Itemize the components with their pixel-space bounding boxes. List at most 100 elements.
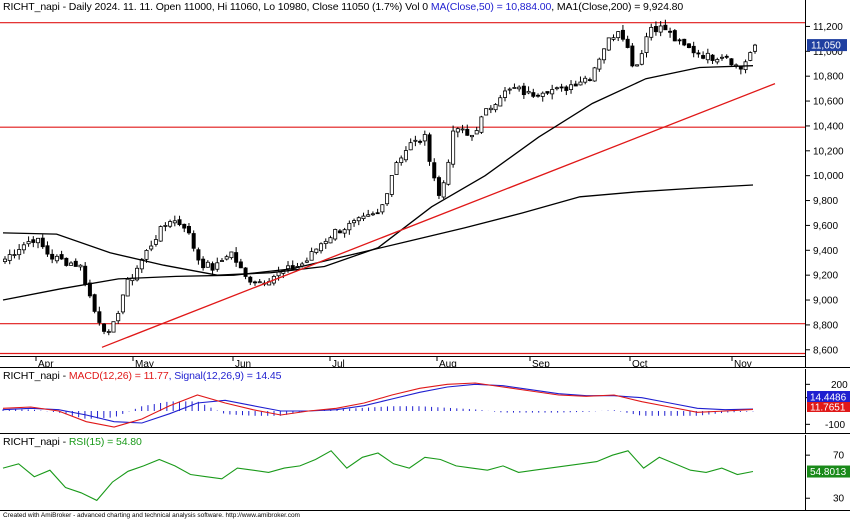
candle-body: [649, 26, 654, 38]
candle-body: [597, 58, 602, 70]
candle-body: [540, 92, 545, 97]
last-price-tag: 11,050: [811, 41, 841, 52]
candle-body: [455, 128, 460, 133]
candle-body: [238, 261, 243, 269]
candle-body: [342, 229, 347, 234]
candle-body: [205, 261, 210, 268]
candle-body: [602, 48, 607, 61]
candle-body: [135, 267, 140, 281]
candle-body: [432, 162, 437, 179]
candle-body: [304, 260, 309, 263]
candle-body: [644, 36, 649, 53]
candle-body: [691, 45, 696, 54]
macd-header: RICHT_napi - MACD(12,26) = 11.77, Signal…: [3, 370, 281, 382]
price-y-tick-label: 9,000: [813, 296, 838, 307]
price-header-details: - Daily 2024. 11. 11. Open 11000, Hi 110…: [59, 1, 431, 13]
candle-body: [149, 245, 154, 250]
candle-body: [210, 263, 215, 271]
candle-body: [554, 87, 559, 90]
price-x-tick-label: Jun: [235, 359, 251, 368]
price-y-tick-label: 9,200: [813, 271, 838, 282]
candle-body: [356, 217, 361, 222]
candle-body: [196, 249, 201, 261]
candle-body: [422, 134, 427, 142]
candle-body: [710, 54, 715, 61]
candle-body: [639, 53, 644, 65]
candle-body: [201, 258, 206, 269]
candle-body: [606, 37, 611, 51]
candle-body: [177, 219, 182, 226]
candle-body: [587, 79, 592, 81]
rsi-line: [2, 450, 754, 502]
candle-body: [408, 142, 413, 151]
candle-body: [290, 265, 295, 270]
candle-body: [286, 265, 291, 269]
price-y-tick-label: 11,000: [813, 47, 843, 58]
candle-body: [7, 254, 12, 261]
candle-body: [182, 223, 187, 229]
candle-body: [215, 262, 220, 270]
price-y-tick-label: 10,200: [813, 146, 844, 157]
price-chart: 8,600 8,800 9,000 9,200 9,400 9,600 9,800 10,00…: [0, 0, 850, 368]
price-y-tick-label: 10,400: [813, 121, 844, 132]
candle-body: [50, 253, 55, 260]
candle-body: [144, 250, 149, 260]
candle-body: [451, 130, 456, 165]
macd-tag-bg: [807, 402, 850, 412]
candle-body: [635, 64, 640, 67]
candle-body: [73, 260, 78, 267]
price-x-tick-label: Oct: [632, 359, 648, 368]
rsi-header: RICHT_napi - RSI(15) = 54.80: [3, 436, 142, 448]
candle-body: [106, 331, 111, 333]
candle-body: [469, 134, 474, 138]
rsi-tag-bg: [807, 465, 850, 478]
candle-body: [248, 276, 253, 283]
price-y-tick-label: 10,000: [813, 171, 844, 182]
ma200-line: [2, 184, 754, 301]
candle-body: [163, 225, 168, 227]
price-x-tick-label: Sep: [532, 359, 550, 368]
macd-line: [2, 382, 754, 428]
trendline: [101, 83, 776, 348]
rsi-header-symbol: RICHT_napi -: [3, 436, 69, 448]
candle-body: [493, 104, 498, 111]
candle-body: [385, 193, 390, 205]
candle-body: [337, 230, 342, 234]
macd-tag: 11.7651: [810, 403, 846, 414]
signal-line: [2, 383, 754, 424]
candle-body: [465, 128, 470, 136]
candle-body: [686, 43, 691, 48]
candle-body: [559, 86, 564, 89]
candle-body: [663, 24, 668, 31]
candle-body: [564, 86, 569, 91]
candle-body: [578, 81, 583, 86]
candle-body: [153, 239, 158, 245]
rsi-header-rsi: RSI(15) = 54.80: [68, 436, 142, 448]
price-y-tick-label: 11,200: [813, 22, 843, 33]
candle-body: [59, 254, 64, 260]
candle-body: [31, 239, 36, 243]
signal-tag-bg: [807, 391, 850, 403]
candle-body: [97, 311, 102, 323]
macd-header-signal: , Signal(12,26,9) = 14.45: [168, 370, 282, 382]
candle-body: [45, 245, 50, 255]
candle-body: [611, 37, 616, 40]
candle-body: [658, 25, 663, 33]
candle-body: [682, 38, 687, 46]
price-x-tick-label: Jul: [332, 359, 345, 368]
candle-body: [729, 58, 734, 66]
candle-body: [69, 262, 74, 266]
candle-body: [474, 130, 479, 135]
price-header-ma200: , MA1(Close,200) = 9,924.80: [551, 1, 684, 13]
candle-body: [479, 116, 484, 133]
candle-body: [229, 251, 234, 259]
candle-body: [573, 83, 578, 87]
candle-body: [668, 30, 673, 33]
macd-header-symbol: RICHT_napi -: [3, 370, 69, 382]
candle-body: [375, 212, 380, 215]
candle-body: [224, 256, 229, 260]
candle-body: [3, 258, 8, 262]
candle-body: [427, 134, 432, 162]
candle-body: [323, 240, 328, 245]
candle-body: [116, 313, 121, 322]
